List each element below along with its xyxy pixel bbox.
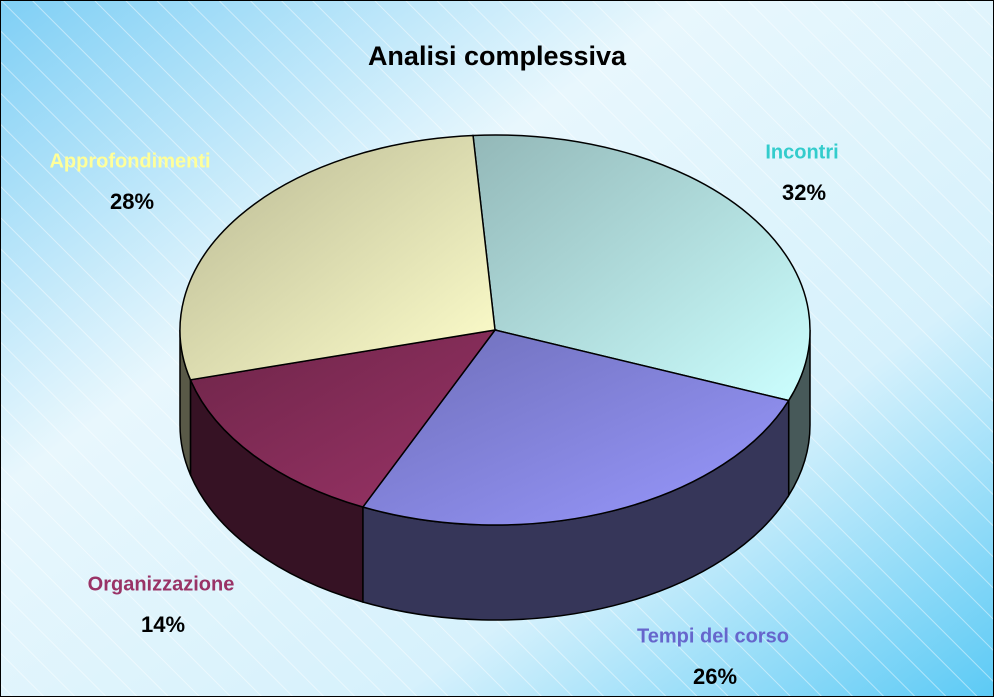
slice-label: Organizzazione bbox=[88, 573, 235, 595]
chart-title: Analisi complessiva bbox=[368, 41, 627, 71]
slice-label: Tempi del corso bbox=[637, 625, 789, 647]
slice bbox=[179, 134, 496, 381]
value-label: 14% bbox=[141, 612, 185, 637]
slice bbox=[472, 134, 811, 402]
slice bbox=[361, 329, 790, 526]
slice-label: Approfondimenti bbox=[49, 150, 210, 172]
slice-label: Incontri bbox=[765, 141, 838, 163]
value-label: 28% bbox=[110, 189, 154, 214]
value-label: 32% bbox=[782, 180, 826, 205]
value-label: 26% bbox=[693, 664, 737, 689]
slice bbox=[189, 328, 497, 508]
